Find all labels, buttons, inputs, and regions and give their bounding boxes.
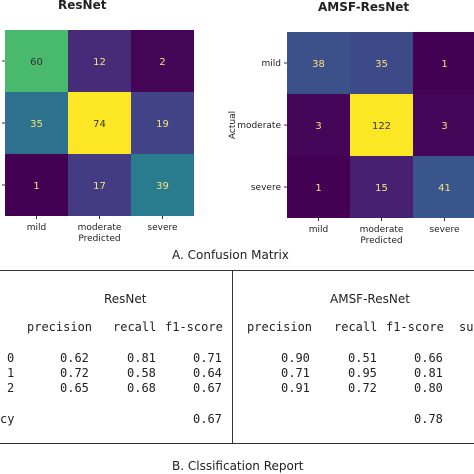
cell-value: 12: [93, 57, 106, 68]
cell-value: 35: [375, 59, 388, 70]
heatmap-cell: [350, 32, 413, 94]
cell-value: 35: [30, 119, 43, 130]
y-tick-label: mild: [262, 59, 281, 69]
heatmap-cell: [413, 32, 474, 94]
amsf-row-precision: 0.90: [281, 351, 310, 365]
heatmap-cell: [131, 30, 194, 92]
amsf-row-recall: 0.72: [348, 381, 377, 395]
heatmap-cell: [5, 154, 68, 216]
x-tick-label: severe: [429, 225, 460, 235]
cell-value: 41: [438, 183, 451, 194]
x-axis-label: Predicted: [360, 236, 402, 245]
resnet-row-f1: 0.67: [193, 381, 222, 395]
resnet-header-recall: recall: [113, 320, 157, 334]
resnet-cm-title: ResNet: [58, 0, 107, 12]
heatmap-cell: [413, 94, 474, 156]
x-tick-label: mild: [309, 225, 328, 235]
amsf-header-recall: recall: [334, 320, 378, 334]
resnet-header-precision: precision: [27, 320, 93, 334]
resnet-row-precision: 0.62: [60, 351, 89, 365]
cell-value: 74: [93, 119, 106, 130]
heatmap-cell: [413, 156, 474, 218]
x-tick-label: mild: [27, 223, 46, 233]
amsf-row-f1: 0.80: [414, 381, 443, 395]
resnet-row-label: 1: [7, 366, 15, 380]
amsf-report-title: AMSF-ResNet: [330, 292, 410, 306]
heatmap-cell: [131, 154, 194, 216]
heatmap-cell: [287, 94, 350, 156]
amsf-row-recall: 0.95: [348, 366, 377, 380]
heatmap-cell: [5, 30, 68, 92]
amsf-header-f1: f1-score: [386, 320, 444, 334]
resnet-row-recall: 0.68: [127, 381, 156, 395]
cell-value: 38: [312, 59, 325, 70]
resnet-row-recall: 0.81: [127, 351, 156, 365]
amsf-row-precision: 0.91: [281, 381, 310, 395]
y-tick-label: severe: [251, 183, 282, 193]
x-tick-label: severe: [147, 223, 178, 233]
amsf-header-precision: precision: [247, 320, 313, 334]
cell-value: 1: [33, 181, 39, 192]
amsf-header-support: su: [459, 320, 474, 334]
x-tick-label: moderate: [360, 225, 404, 235]
resnet-row-precision: 0.65: [60, 381, 89, 395]
report-caption: B. Clssification Report: [172, 459, 304, 473]
resnet-row-precision: 0.72: [60, 366, 89, 380]
resnet-row-recall: 0.58: [127, 366, 156, 380]
cell-value: 17: [93, 181, 106, 192]
heatmap-cell: [350, 156, 413, 218]
heatmap-cell: [131, 92, 194, 154]
heatmap-cell: [287, 32, 350, 94]
heatmap-cell: [350, 94, 413, 156]
heatmap-cell: [287, 156, 350, 218]
x-axis-label: Predicted: [78, 234, 120, 244]
resnet-row-label: 0: [7, 351, 15, 365]
cell-value: 3: [441, 121, 447, 132]
amsf-row-f1: 0.66: [414, 351, 443, 365]
heatmap-cell: [68, 92, 131, 154]
cell-value: 19: [156, 119, 169, 130]
amsf-row-recall: 0.51: [348, 351, 377, 365]
heatmap-cell: [68, 30, 131, 92]
resnet-accuracy-label: cy: [0, 412, 15, 426]
resnet-row-f1: 0.71: [193, 351, 222, 365]
resnet-accuracy-value: 0.67: [193, 412, 222, 426]
cell-value: 1: [441, 59, 447, 70]
cell-value: 39: [156, 181, 169, 192]
amsf-row-f1: 0.81: [414, 366, 443, 380]
resnet-row-f1: 0.64: [193, 366, 222, 380]
report-divider: [232, 270, 233, 444]
resnet-row-label: 2: [7, 381, 15, 395]
y-tick-label: moderate: [237, 121, 281, 131]
amsf-row-precision: 0.71: [281, 366, 310, 380]
confusion-caption: A. Confusion Matrix: [172, 248, 289, 262]
resnet-report-title: ResNet: [104, 292, 147, 306]
heatmap-cell: [68, 154, 131, 216]
cell-value: 60: [30, 57, 43, 68]
cell-value: 1: [315, 183, 321, 194]
amsf-accuracy-value: 0.78: [414, 412, 443, 426]
cell-value: 122: [372, 121, 391, 132]
heatmap-cell: [5, 92, 68, 154]
report-box: [0, 270, 474, 444]
resnet-header-f1: f1-score: [165, 320, 223, 334]
cell-value: 2: [159, 57, 165, 68]
y-axis-label: Actual: [228, 111, 238, 139]
cell-value: 3: [315, 121, 321, 132]
amsf-cm-title: AMSF-ResNet: [318, 0, 410, 14]
cell-value: 15: [375, 183, 388, 194]
x-tick-label: moderate: [78, 223, 122, 233]
